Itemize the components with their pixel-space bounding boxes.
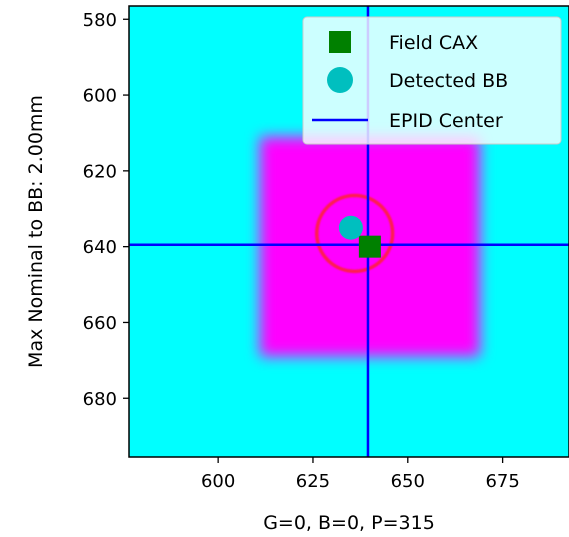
x-axis-ticks: 600 625 650 675 (201, 457, 520, 492)
legend-detected-bb-symbol (327, 67, 353, 93)
x-tick-label: 625 (296, 471, 330, 492)
x-tick-label: 600 (201, 471, 235, 492)
y-tick-label: 640 (83, 237, 117, 258)
field-cax-marker (358, 235, 381, 258)
bb-ring (315, 193, 395, 274)
legend-box (302, 16, 562, 145)
y-tick-label: 660 (83, 313, 117, 334)
y-tick-label: 680 (83, 389, 117, 410)
detected-bb-marker (338, 215, 363, 240)
y-tick-label: 620 (83, 161, 117, 182)
x-axis-label: G=0, B=0, P=315 (263, 512, 435, 534)
y-axis-label: Max Nominal to BB: 2.00mm (25, 95, 47, 368)
legend-field-cax-symbol (329, 31, 351, 53)
axes-frame (128, 5, 569, 458)
legend-label: Detected BB (389, 70, 508, 92)
y-tick-label: 580 (83, 10, 117, 31)
y-tick-label: 600 (83, 86, 117, 107)
legend-label: Field CAX (389, 32, 478, 54)
legend-label: EPID Center (389, 110, 503, 132)
x-tick-label: 675 (485, 471, 519, 492)
marker-layer (338, 215, 381, 258)
y-axis-ticks: 580 600 620 640 660 680 (83, 10, 129, 410)
x-tick-label: 650 (391, 471, 425, 492)
legend: Field CAX Detected BB EPID Center (302, 16, 562, 145)
